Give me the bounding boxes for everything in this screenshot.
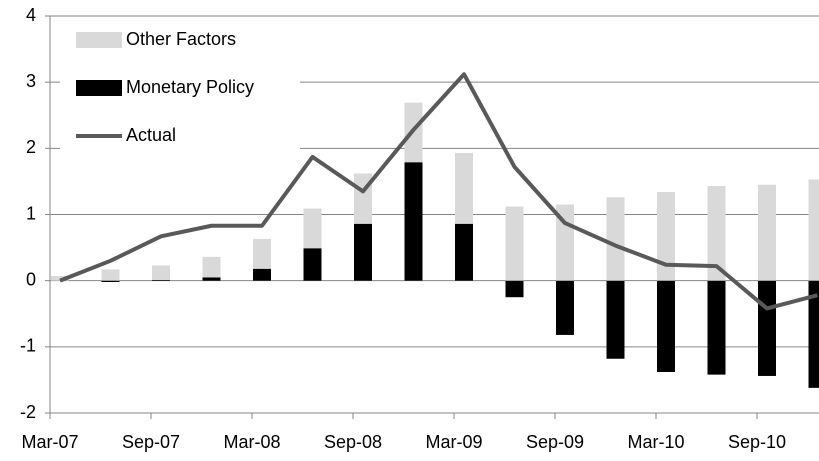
y-tick-label: 3 <box>26 71 36 91</box>
bar <box>707 280 726 375</box>
bar <box>303 208 322 249</box>
x-tick-label: Mar-10 <box>627 432 684 452</box>
legend-label: Monetary Policy <box>126 77 254 97</box>
x-tick-label: Mar-09 <box>425 432 482 452</box>
x-tick-label: Sep-07 <box>122 432 180 452</box>
legend-swatch <box>76 32 122 48</box>
bar <box>152 265 170 281</box>
bar <box>101 269 120 281</box>
y-tick-label: 0 <box>26 269 36 289</box>
bar <box>202 277 221 281</box>
bar <box>253 268 271 281</box>
bar <box>707 186 726 281</box>
bar <box>758 280 776 376</box>
bar <box>404 162 423 281</box>
bar <box>505 280 524 298</box>
bar <box>253 238 271 269</box>
bar <box>303 248 322 281</box>
y-tick-label: -2 <box>20 402 36 422</box>
bar <box>455 152 473 224</box>
x-tick-label: Sep-10 <box>728 432 786 452</box>
y-tick-label: 2 <box>26 137 36 157</box>
bar <box>758 184 776 281</box>
bar <box>202 256 221 278</box>
x-tick-label: Sep-08 <box>324 432 382 452</box>
bar <box>354 223 372 281</box>
bar <box>556 280 574 335</box>
y-tick-label: 1 <box>26 203 36 223</box>
bar <box>505 206 524 281</box>
y-tick-label: -1 <box>20 336 36 356</box>
bar <box>51 276 69 281</box>
x-tick-label: Mar-08 <box>223 432 280 452</box>
bar <box>657 280 675 372</box>
bar <box>657 192 675 281</box>
x-tick-label: Sep-09 <box>526 432 584 452</box>
bar <box>808 280 819 388</box>
y-tick-label: 4 <box>26 5 36 25</box>
legend-label: Actual <box>126 125 176 145</box>
bar <box>606 197 625 281</box>
x-tick-label: Mar-07 <box>21 432 78 452</box>
legend-label: Other Factors <box>126 29 236 49</box>
bar <box>606 280 625 359</box>
bar <box>152 280 170 281</box>
legend-swatch <box>76 80 122 96</box>
bar <box>808 179 819 281</box>
bar <box>455 223 473 281</box>
bar <box>101 280 120 282</box>
line <box>59 72 819 311</box>
